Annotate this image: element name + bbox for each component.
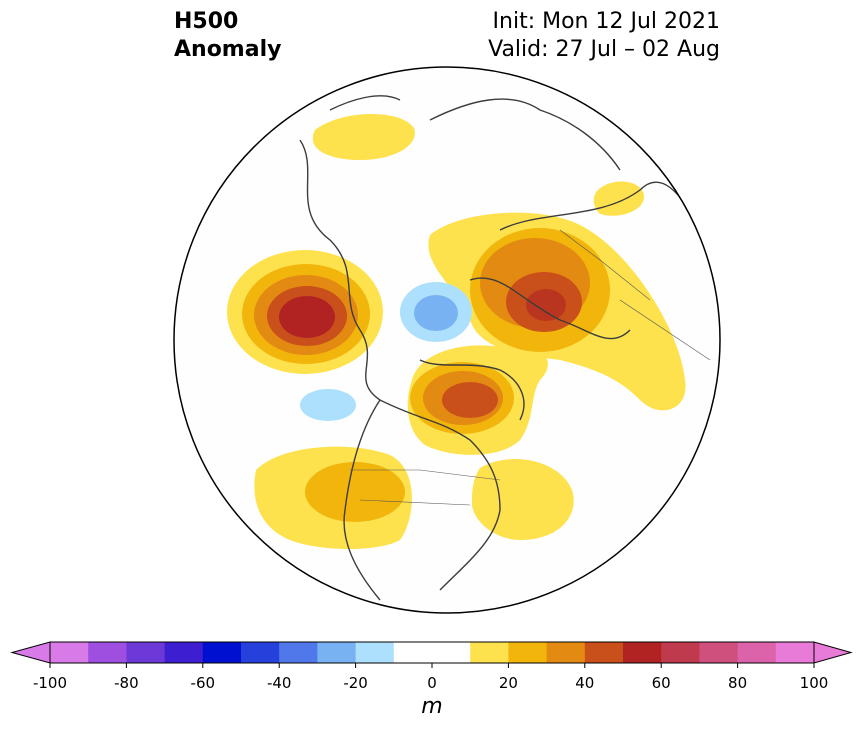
- colorbar-cell: [508, 642, 548, 663]
- title-line-2: Anomaly: [174, 37, 282, 62]
- map-title: H500 Anomaly: [174, 8, 281, 64]
- colorbar-cell: [470, 642, 509, 663]
- colorbar-ticks: [49, 663, 815, 668]
- title-line-1: H500: [174, 9, 239, 34]
- borders: [350, 229, 711, 506]
- colorbar-cell: [546, 642, 586, 663]
- coastline-4: [419, 359, 525, 421]
- colorbar-cell: [317, 642, 357, 663]
- colorbar-cell: [202, 642, 242, 663]
- anomaly-blob-east-asia: [593, 181, 645, 216]
- colorbar-cell: [88, 642, 127, 663]
- colorbar-cell: [775, 642, 815, 663]
- border-2: [359, 499, 471, 506]
- colorbar-tick-label: 20: [498, 674, 518, 692]
- coastlines: [299, 95, 701, 601]
- colorbar-cell: [432, 642, 471, 663]
- border-1: [350, 469, 501, 481]
- anomaly-blob-northeast-canada-high: [407, 345, 548, 455]
- coastline-2: [343, 399, 381, 601]
- coastline-1: [299, 139, 471, 441]
- colorbar-tick-label: -60: [190, 674, 216, 692]
- coastline-3: [439, 439, 501, 591]
- colorbar-tick-label: 60: [651, 674, 671, 692]
- border-3: [559, 229, 651, 301]
- colorbar-right-extension: [813, 641, 853, 664]
- anomaly-blob-aleutian-high: [312, 113, 415, 160]
- colorbar-tick-label: 100: [799, 674, 829, 692]
- colorbar-tick-label: 40: [575, 674, 595, 692]
- coastline-8: [329, 95, 401, 111]
- colorbar-cells: [50, 642, 815, 663]
- colorbar-tick-label: 0: [427, 674, 437, 692]
- colorbar-cell: [661, 642, 700, 663]
- colorbar-tick-label: 80: [728, 674, 748, 692]
- anomaly-blob-ne-pacific-high: [227, 250, 383, 374]
- colorbar-cell: [126, 642, 166, 663]
- border-4: [619, 299, 711, 361]
- anomaly-blob-western-us-ridge: [254, 446, 412, 549]
- colorbar-cell: [737, 642, 777, 663]
- colorbar-cell: [241, 642, 280, 663]
- anomaly-blob-alaska-low: [300, 389, 356, 421]
- colorbar-tick-label: -100: [32, 674, 68, 692]
- anomaly-blob-arctic-low: [400, 282, 472, 342]
- colorbar-cell: [393, 642, 433, 663]
- colorbar-cell: [50, 642, 89, 663]
- colorbar-tick-label: -40: [266, 674, 292, 692]
- colorbar-cell: [584, 642, 624, 663]
- colorbar-cell: [699, 642, 739, 663]
- colorbar-left-extension: [10, 641, 51, 664]
- valid-range: Valid: 27 Jul – 02 Aug: [488, 37, 720, 62]
- colorbar-tick-label: -20: [343, 674, 368, 692]
- init-date: Init: Mon 12 Jul 2021: [492, 9, 720, 34]
- coastline-7: [429, 98, 621, 171]
- globe-outline: [173, 66, 721, 614]
- forecast-dates: Init: Mon 12 Jul 2021 Valid: 27 Jul – 02…: [488, 8, 720, 64]
- colorbar-cell: [623, 642, 662, 663]
- colorbar-cell: [279, 642, 318, 663]
- colorbar-unit: m: [421, 694, 443, 719]
- coastline-6: [469, 277, 631, 340]
- colorbar-cell: [355, 642, 395, 663]
- polar-map: [173, 66, 721, 614]
- colorbar-cell: [164, 642, 204, 663]
- anomaly-blob-siberia-high: [428, 212, 686, 411]
- anomaly-fills: [227, 113, 686, 549]
- colorbar-tick-label: -80: [114, 674, 139, 692]
